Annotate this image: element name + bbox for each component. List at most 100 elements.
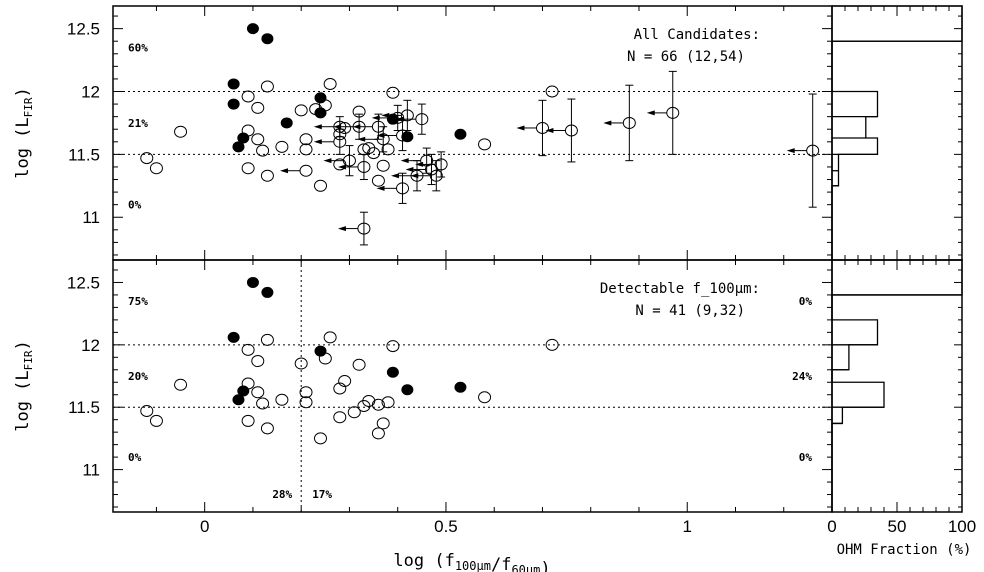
non-ohm-point [260,333,274,346]
y-axis-label-bottom: log (LFIR) [13,340,35,432]
left-percent-label: 21% [128,117,148,130]
y-tick-label: 11.5 [68,398,100,417]
non-ohm-point [376,159,390,172]
limit-arrow-head [371,115,380,121]
non-ohm-point [241,162,255,175]
y-tick-label: 11 [82,461,100,480]
vertical-line-label-left: 28% [272,488,292,501]
histogram-x-tick-label: 0 [827,517,836,536]
non-ohm-point [275,393,289,406]
non-ohm-point [376,417,390,430]
limit-arrow-head [786,148,795,154]
non-ohm-point [140,404,154,417]
limit-arrow-head [323,158,332,164]
ohm-point [232,141,245,153]
ohm-point [261,286,274,298]
limit-arrow-head [333,124,342,130]
ohm-point [280,117,293,129]
non-ohm-point [149,414,163,427]
non-ohm-point [256,397,270,410]
bottom-scatter-panel: 28% 17% 11 11.5 12 12.5 75% 20% 0% 0% 24% 0% Detecta… [67,259,833,513]
annotation-line-1: Detectable f_100μm: [600,281,760,297]
vertical-line-label-right: 17% [312,488,332,501]
annotation-line-1: All Candidates: [634,27,760,43]
non-ohm-point [313,432,327,445]
limit-arrow-head [545,127,554,133]
histogram-x-tick-label: 50 [888,517,907,536]
x-axis-label-subscript: 100μm [455,559,491,572]
limit-arrow-head [646,110,655,116]
panel-frame [112,259,833,513]
histogram-frame [831,259,963,513]
non-ohm-point [381,396,395,409]
y-tick-label: 12 [81,83,100,102]
non-ohm-point [294,357,308,370]
limit-arrow-head [352,124,361,130]
x-tick-label: 0.5 [434,517,458,536]
non-ohm-point [313,179,327,192]
non-ohm-point [149,162,163,175]
y-tick-label: 11.5 [68,145,100,164]
x-axis-label-subscript: 60μm [511,563,540,572]
histogram-frame [831,5,963,261]
right-percent-label: 24% [792,370,812,383]
y-tick-label: 12.5 [67,273,100,292]
limit-arrow-head [415,161,424,167]
non-ohm-point [241,377,255,390]
left-percent-label: 20% [128,370,148,383]
non-ohm-point [241,343,255,356]
x-axis-label: log (f100μm/f60μm) [393,551,550,572]
non-ohm-point [260,169,274,182]
non-ohm-point [299,396,313,409]
limit-arrow-head [405,166,414,172]
non-ohm-point [371,174,385,187]
limit-arrow-head [376,133,385,139]
upper-limit-point [299,164,313,177]
non-ohm-point [251,386,265,399]
ohm-point [246,23,259,35]
non-ohm-point [275,140,289,153]
histogram-x-axis-label: OHM Fraction (%) [837,542,972,558]
non-ohm-point [367,147,381,160]
non-ohm-point [299,386,313,399]
panel-frame [112,5,833,261]
non-ohm-point [140,152,154,165]
non-ohm-point [318,99,332,112]
y-axis-label-part: log (L [13,117,33,178]
limit-arrow-head [516,125,525,131]
left-percent-label: 60% [128,41,148,54]
non-ohm-point [386,86,400,99]
right-percent-label: 0% [799,451,813,464]
y-axis-label-part: log (L [13,370,33,431]
limit-arrow-head [603,120,612,126]
non-ohm-point [251,133,265,146]
x-axis-label-part: log (f [393,551,454,571]
bottom-histogram-panel [831,259,963,513]
limit-arrow-head [337,164,346,170]
limit-arrow-head [337,226,346,232]
non-ohm-point [294,104,308,117]
top-histogram-panel [831,5,963,261]
limit-arrow-head [280,168,289,174]
non-ohm-point [386,340,400,353]
right-percent-label: 0% [799,295,813,308]
ohm-point [454,381,467,393]
non-ohm-point [545,85,559,98]
x-axis-label-part: ) [540,559,550,572]
non-ohm-point [251,101,265,114]
x-axis-label-part: /f [491,555,511,572]
y-axis-label-part: ) [13,340,33,350]
non-ohm-point [174,125,188,138]
histogram-x-tick-label: 100 [948,517,976,536]
non-ohm-point [338,375,352,388]
ohm-point [401,384,414,396]
ohm-point [386,366,399,378]
non-ohm-point [352,358,366,371]
y-axis-label-top: log (LFIR) [13,87,35,179]
non-ohm-point [478,138,492,151]
non-ohm-point [260,80,274,93]
non-ohm-point [256,144,270,157]
ohm-point [227,98,240,110]
limit-arrow-head [357,136,366,142]
histogram-outline [831,5,963,260]
